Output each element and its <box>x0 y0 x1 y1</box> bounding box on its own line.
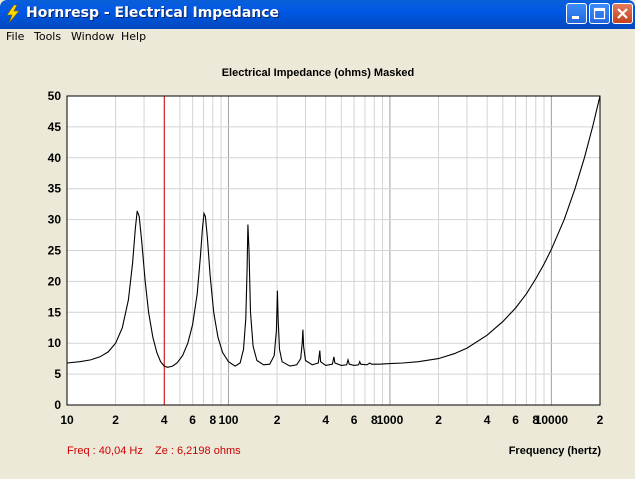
title-bar[interactable]: Hornresp - Electrical Impedance <box>0 0 635 29</box>
x-tick-label: 2 <box>435 413 442 427</box>
x-tick-label: 10 <box>60 413 74 427</box>
x-tick-label: 2 <box>597 413 604 427</box>
y-tick-label: 45 <box>48 120 62 134</box>
freq-readout: Freq : 40,04 Hz <box>67 445 143 457</box>
y-tick-label: 50 <box>48 89 62 103</box>
y-tick-label: 35 <box>48 182 62 196</box>
y-tick-label: 0 <box>54 398 61 412</box>
window-title: Hornresp - Electrical Impedance <box>26 5 280 21</box>
x-tick-label: 6 <box>512 413 519 427</box>
minimize-icon <box>572 16 579 19</box>
y-tick-label: 30 <box>48 213 62 227</box>
grid-lines <box>67 96 600 405</box>
x-tick-label: 2 <box>274 413 281 427</box>
x-tick-label: 10000 <box>535 413 569 427</box>
x-axis-label: Frequency (hertz) <box>509 445 602 457</box>
maximize-icon <box>593 7 606 20</box>
x-tick-label: 6 <box>189 413 196 427</box>
x-tick-label: 8 <box>371 413 378 427</box>
y-tick-label: 10 <box>48 336 62 350</box>
y-tick-label: 40 <box>48 151 62 165</box>
maximize-button[interactable] <box>589 3 610 24</box>
menu-tools[interactable]: Tools <box>34 30 62 43</box>
x-tick-label: 4 <box>161 413 168 427</box>
menu-bar: File Tools Window Help <box>0 29 635 46</box>
y-tick-label: 15 <box>48 305 62 319</box>
impedance-trace <box>66 95 601 368</box>
hornresp-app-icon <box>6 5 20 23</box>
x-tick-label: 100 <box>218 413 238 427</box>
plot-window: Electrical Impedance (ohms) Masked 0 5 10 1… <box>0 46 635 475</box>
menu-window[interactable]: Window <box>71 30 115 43</box>
y-tick-label: 25 <box>48 244 62 258</box>
y-tick-label: 20 <box>48 274 62 288</box>
close-button[interactable] <box>612 3 633 24</box>
x-tick-label: 8 <box>209 413 216 427</box>
chart-title: Electrical Impedance (ohms) Masked <box>222 67 415 79</box>
close-icon <box>617 8 628 19</box>
plot-border <box>66 95 601 406</box>
x-tick-label: 4 <box>484 413 491 427</box>
x-tick-label: 2 <box>112 413 119 427</box>
x-tick-label: 8 <box>532 413 539 427</box>
x-tick-label: 6 <box>351 413 358 427</box>
x-tick-label: 1000 <box>377 413 404 427</box>
menu-help[interactable]: Help <box>121 30 147 43</box>
x-tick-label: 4 <box>322 413 329 427</box>
ze-readout: Ze : 6,2198 ohms <box>155 445 241 457</box>
minimize-button[interactable] <box>566 3 587 24</box>
y-tick-label: 5 <box>54 367 61 381</box>
menu-file[interactable]: File <box>6 30 25 43</box>
impedance-chart[interactable]: Electrical Impedance (ohms) Masked 0 5 10 1… <box>0 46 635 475</box>
y-tick-labels: 0 5 10 15 20 25 30 35 40 45 50 <box>48 89 62 412</box>
